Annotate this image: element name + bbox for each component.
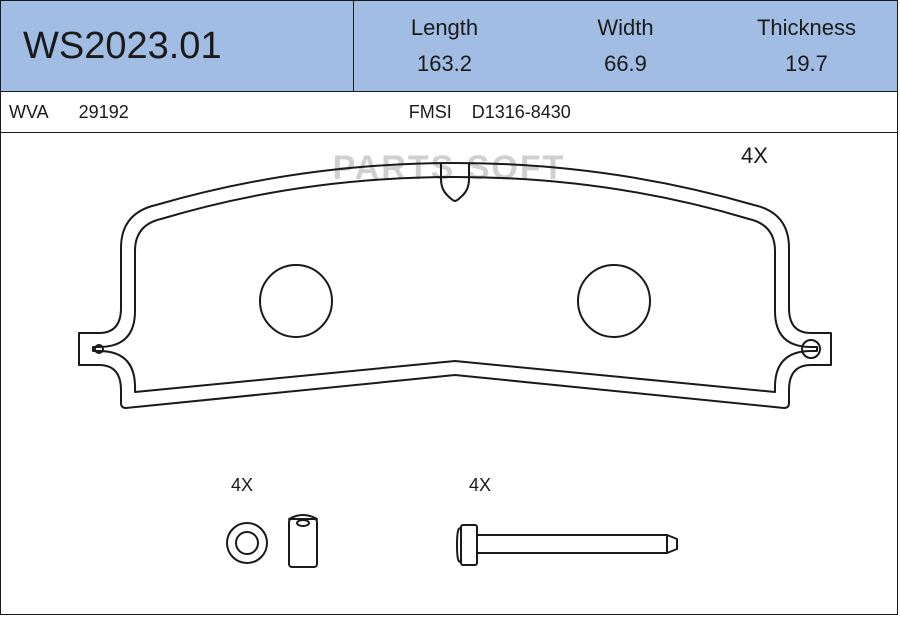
diagram-area: 4X 4X 4X — [1, 133, 899, 617]
dim-thickness-value: 19.7 — [785, 51, 828, 77]
dim-thickness: Thickness 19.7 — [716, 1, 897, 91]
fmsi-label: FMSI — [409, 102, 452, 123]
wva-value: 29192 — [79, 102, 129, 123]
svg-text:4X: 4X — [469, 475, 491, 495]
wva-label: WVA — [9, 102, 49, 123]
spec-card: WS2023.01 Length 163.2 Width 66.9 Thickn… — [0, 0, 898, 615]
dim-width: Width 66.9 — [535, 1, 716, 91]
part-number: WS2023.01 — [1, 1, 354, 91]
dim-thickness-label: Thickness — [757, 15, 856, 41]
dim-width-value: 66.9 — [604, 51, 647, 77]
header-bar: WS2023.01 Length 163.2 Width 66.9 Thickn… — [1, 1, 897, 92]
svg-text:4X: 4X — [231, 475, 253, 495]
fmsi-value: D1316-8430 — [472, 102, 571, 123]
id-row: WVA 29192 FMSI D1316-8430 — [1, 92, 897, 133]
dim-length: Length 163.2 — [354, 1, 535, 91]
svg-text:4X: 4X — [741, 143, 768, 168]
dim-length-label: Length — [411, 15, 478, 41]
dim-length-value: 163.2 — [417, 51, 472, 77]
dim-width-label: Width — [597, 15, 653, 41]
